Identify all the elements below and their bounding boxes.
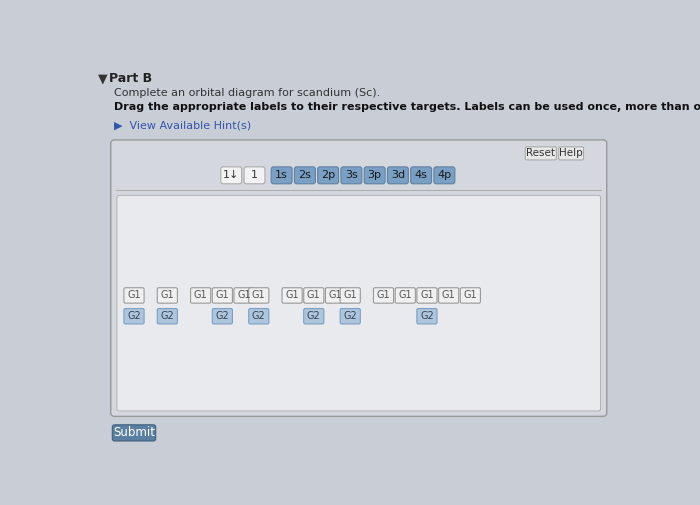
FancyBboxPatch shape xyxy=(295,167,315,184)
Text: G1: G1 xyxy=(463,290,477,300)
FancyBboxPatch shape xyxy=(190,288,211,303)
Text: G2: G2 xyxy=(252,311,265,321)
Text: 1↓: 1↓ xyxy=(223,170,239,180)
Text: G1: G1 xyxy=(237,290,251,300)
Text: 3d: 3d xyxy=(391,170,405,180)
FancyBboxPatch shape xyxy=(212,288,232,303)
FancyBboxPatch shape xyxy=(417,309,437,324)
FancyBboxPatch shape xyxy=(439,288,458,303)
FancyBboxPatch shape xyxy=(112,425,155,441)
Text: Submit: Submit xyxy=(113,426,155,439)
Text: G2: G2 xyxy=(420,311,434,321)
Text: ▼: ▼ xyxy=(98,72,108,85)
Text: G1: G1 xyxy=(420,290,434,300)
FancyBboxPatch shape xyxy=(282,288,302,303)
Text: 4p: 4p xyxy=(438,170,452,180)
FancyBboxPatch shape xyxy=(526,147,557,160)
Text: G1: G1 xyxy=(344,290,357,300)
Text: G1: G1 xyxy=(216,290,229,300)
FancyBboxPatch shape xyxy=(117,195,601,411)
Text: G2: G2 xyxy=(307,311,321,321)
Text: 1: 1 xyxy=(251,170,258,180)
FancyBboxPatch shape xyxy=(124,309,144,324)
FancyBboxPatch shape xyxy=(364,167,385,184)
Text: G2: G2 xyxy=(127,311,141,321)
Text: G2: G2 xyxy=(160,311,174,321)
Text: G1: G1 xyxy=(286,290,299,300)
Text: Drag the appropriate labels to their respective targets. Labels can be used once: Drag the appropriate labels to their res… xyxy=(114,102,700,112)
FancyBboxPatch shape xyxy=(434,167,455,184)
FancyBboxPatch shape xyxy=(248,288,269,303)
Text: G2: G2 xyxy=(216,311,229,321)
Text: G1: G1 xyxy=(127,290,141,300)
FancyBboxPatch shape xyxy=(220,167,241,184)
Text: Complete an orbital diagram for scandium (Sc).: Complete an orbital diagram for scandium… xyxy=(114,88,380,98)
FancyBboxPatch shape xyxy=(244,167,265,184)
FancyBboxPatch shape xyxy=(411,167,432,184)
Text: G1: G1 xyxy=(160,290,174,300)
FancyBboxPatch shape xyxy=(212,309,232,324)
FancyBboxPatch shape xyxy=(304,309,324,324)
FancyBboxPatch shape xyxy=(304,288,324,303)
FancyBboxPatch shape xyxy=(111,140,607,416)
Text: 4s: 4s xyxy=(414,170,428,180)
FancyBboxPatch shape xyxy=(248,309,269,324)
Text: Reset: Reset xyxy=(526,148,555,159)
FancyBboxPatch shape xyxy=(326,288,346,303)
FancyBboxPatch shape xyxy=(374,288,393,303)
Text: G1: G1 xyxy=(442,290,456,300)
Text: G1: G1 xyxy=(398,290,412,300)
Text: Part B: Part B xyxy=(109,72,153,85)
Text: G2: G2 xyxy=(344,311,357,321)
Text: G1: G1 xyxy=(307,290,321,300)
FancyBboxPatch shape xyxy=(158,309,177,324)
FancyBboxPatch shape xyxy=(271,167,292,184)
FancyBboxPatch shape xyxy=(340,288,360,303)
FancyBboxPatch shape xyxy=(234,288,254,303)
FancyBboxPatch shape xyxy=(387,167,408,184)
FancyBboxPatch shape xyxy=(124,288,144,303)
FancyBboxPatch shape xyxy=(559,147,584,160)
FancyBboxPatch shape xyxy=(158,288,177,303)
Text: G1: G1 xyxy=(194,290,207,300)
Text: 3p: 3p xyxy=(368,170,382,180)
Text: 3s: 3s xyxy=(345,170,358,180)
FancyBboxPatch shape xyxy=(341,167,362,184)
FancyBboxPatch shape xyxy=(340,309,360,324)
Text: Help: Help xyxy=(559,148,583,159)
FancyBboxPatch shape xyxy=(395,288,415,303)
Text: ▶  View Available Hint(s): ▶ View Available Hint(s) xyxy=(114,121,251,131)
FancyBboxPatch shape xyxy=(461,288,480,303)
Text: 2s: 2s xyxy=(298,170,312,180)
FancyBboxPatch shape xyxy=(417,288,437,303)
Text: G1: G1 xyxy=(377,290,391,300)
FancyBboxPatch shape xyxy=(318,167,339,184)
Text: 1s: 1s xyxy=(275,170,288,180)
Text: G1: G1 xyxy=(329,290,342,300)
Text: 2p: 2p xyxy=(321,170,335,180)
Text: G1: G1 xyxy=(252,290,265,300)
